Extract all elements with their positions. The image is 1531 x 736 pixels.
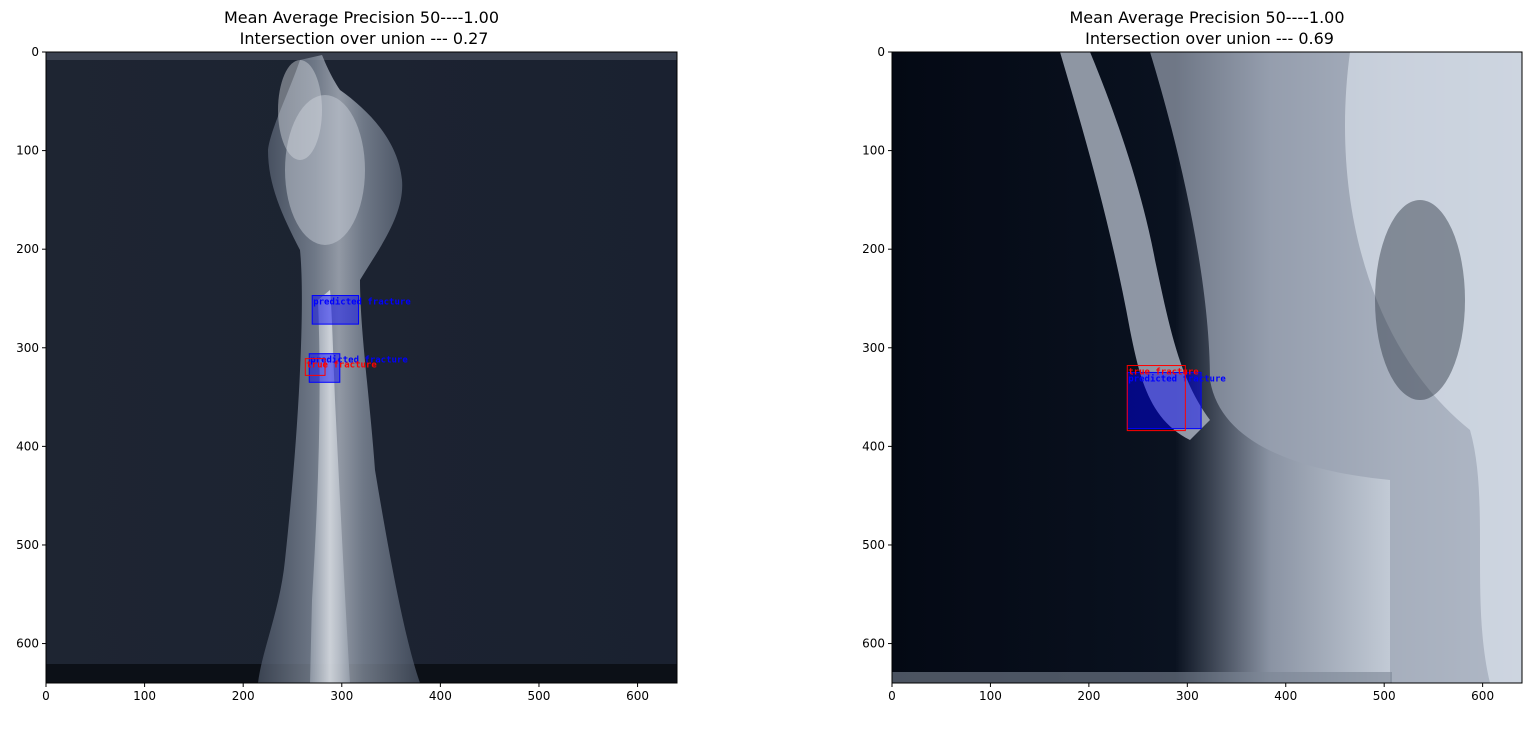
y-tick-label: 600 bbox=[16, 637, 39, 651]
x-tick-label: 100 bbox=[133, 689, 156, 703]
y-tick-label: 200 bbox=[862, 242, 885, 256]
title-line-1: Mean Average Precision 50----1.00 bbox=[223, 8, 500, 27]
predicted-box-label: predicted fracture bbox=[313, 297, 411, 308]
x-tick-label: 400 bbox=[1274, 689, 1297, 703]
predicted-box-label: predicted fracture bbox=[310, 355, 408, 366]
y-tick-label: 300 bbox=[16, 341, 39, 355]
y-tick-label: 600 bbox=[862, 637, 885, 651]
x-tick-label: 600 bbox=[626, 689, 649, 703]
subplot-right: Mean Average Precision 50----1.00 Inters… bbox=[770, 0, 1531, 736]
y-tick-label: 500 bbox=[862, 538, 885, 552]
true-box bbox=[304, 358, 326, 376]
y-tick-label: 100 bbox=[862, 144, 885, 158]
xray-image bbox=[892, 52, 1522, 683]
plot-title: Mean Average Precision 50----1.00 Inters… bbox=[46, 7, 677, 49]
y-tick-label: 500 bbox=[16, 538, 39, 552]
x-tick-label: 500 bbox=[1373, 689, 1396, 703]
x-tick-label: 100 bbox=[979, 689, 1002, 703]
x-tick-label: 300 bbox=[1176, 689, 1199, 703]
true-box-label: true fracture bbox=[1128, 368, 1199, 378]
y-tick-label: 100 bbox=[16, 144, 39, 158]
y-tick-label: 200 bbox=[16, 242, 39, 256]
x-tick-label: 0 bbox=[888, 689, 896, 703]
y-tick-label: 400 bbox=[862, 439, 885, 453]
axis-ticks: 0 100 200 300 400 500 600 0 100 200 300 400 500 600 bbox=[16, 45, 649, 703]
xray-image bbox=[46, 52, 677, 683]
x-tick-label: 300 bbox=[330, 689, 353, 703]
true-box-label: true fracture bbox=[306, 361, 377, 371]
predicted-box bbox=[1126, 371, 1202, 430]
x-tick-label: 200 bbox=[232, 689, 255, 703]
title-line-1: Mean Average Precision 50----1.00 bbox=[1069, 8, 1345, 27]
axis-ticks: 0 100 200 300 400 500 600 0 100 200 300 400 500 600 bbox=[862, 45, 1494, 703]
y-tick-label: 0 bbox=[877, 45, 885, 59]
x-tick-label: 200 bbox=[1077, 689, 1100, 703]
y-tick-label: 0 bbox=[31, 45, 39, 59]
y-tick-label: 400 bbox=[16, 439, 39, 453]
true-box bbox=[1126, 365, 1186, 432]
predicted-box bbox=[311, 295, 360, 325]
plot-title: Mean Average Precision 50----1.00 Inters… bbox=[892, 7, 1522, 49]
title-line-2: Intersection over union --- 0.69 bbox=[1080, 29, 1334, 48]
title-line-2: Intersection over union --- 0.27 bbox=[234, 29, 489, 48]
x-tick-label: 400 bbox=[429, 689, 452, 703]
subplot-left: Mean Average Precision 50----1.00 Inters… bbox=[0, 0, 760, 736]
predicted-box-label: predicted fracture bbox=[1128, 373, 1226, 384]
x-tick-label: 600 bbox=[1471, 689, 1494, 703]
x-tick-label: 0 bbox=[42, 689, 50, 703]
x-tick-label: 500 bbox=[528, 689, 551, 703]
y-tick-label: 300 bbox=[862, 341, 885, 355]
